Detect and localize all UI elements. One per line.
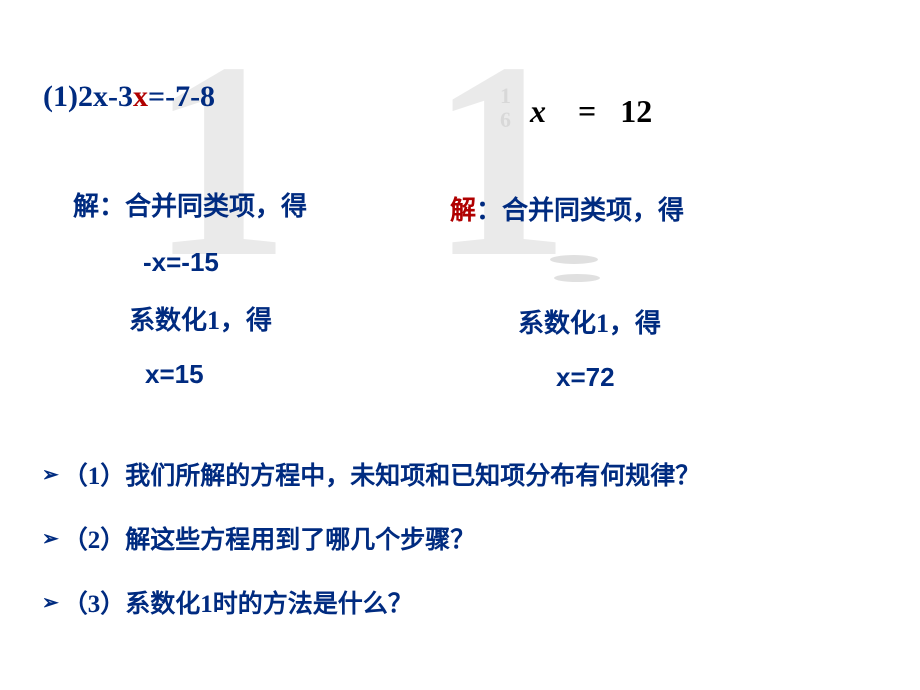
question-1: ➢ （1）我们所解的方程中，未知项和已知项分布有何规律？ — [42, 456, 700, 492]
smudge-bar-2 — [554, 274, 600, 282]
question-1-text: （1）我们所解的方程中，未知项和已知项分布有何规律？ — [63, 456, 701, 492]
sol-left-line3: 系数化1，得 — [129, 300, 307, 337]
sol-right-line1-rest: ：合并同类项，得 — [476, 196, 684, 225]
sol-right-line1: 解：合并同类项，得 — [450, 190, 684, 227]
bullet-icon: ➢ — [42, 526, 59, 551]
sol-left-line4: x=15 — [145, 359, 307, 390]
eq1-prefix: (1)2x-3 — [43, 80, 133, 113]
eq1-red-x: x — [133, 80, 148, 113]
question-3-text: （3）系数化1时的方法是什么？ — [63, 584, 413, 620]
eq2-equals: = — [578, 93, 596, 129]
equation-1: (1)2x-3x=-7-8 — [43, 80, 215, 114]
bullet-icon: ➢ — [42, 462, 59, 487]
question-2: ➢ （2）解这些方程用到了哪几个步骤？ — [42, 520, 700, 556]
sol-right-jie-red: 解 — [450, 196, 476, 225]
sol-right-line4: x=72 — [556, 362, 684, 393]
eq2-x: x — [530, 93, 546, 129]
bullet-icon: ➢ — [42, 590, 59, 615]
sol-right-line3: 系数化1，得 — [518, 303, 684, 340]
eq1-suffix: =-7-8 — [148, 80, 215, 113]
watermark-frac-bot: 6 — [500, 108, 511, 132]
sol-left-line1: 解：合并同类项，得 — [73, 186, 307, 223]
question-3: ➢ （3）系数化1时的方法是什么？ — [42, 584, 700, 620]
questions-block: ➢ （1）我们所解的方程中，未知项和已知项分布有何规律？ ➢ （2）解这些方程用… — [42, 456, 700, 648]
equation-2: x = 12 — [530, 93, 652, 130]
question-2-text: （2）解这些方程用到了哪几个步骤？ — [63, 520, 476, 556]
solution-right: 解：合并同类项，得 系数化1，得 x=72 — [450, 190, 684, 393]
watermark-fraction: 1 6 — [500, 84, 511, 132]
sol-right-smudge — [550, 255, 620, 285]
solution-left: 解：合并同类项，得 -x=-15 系数化1，得 x=15 — [73, 186, 307, 390]
sol-left-line2: -x=-15 — [143, 247, 307, 278]
eq2-value: 12 — [620, 93, 652, 129]
smudge-bar-1 — [550, 255, 598, 264]
watermark-frac-top: 1 — [500, 84, 511, 108]
